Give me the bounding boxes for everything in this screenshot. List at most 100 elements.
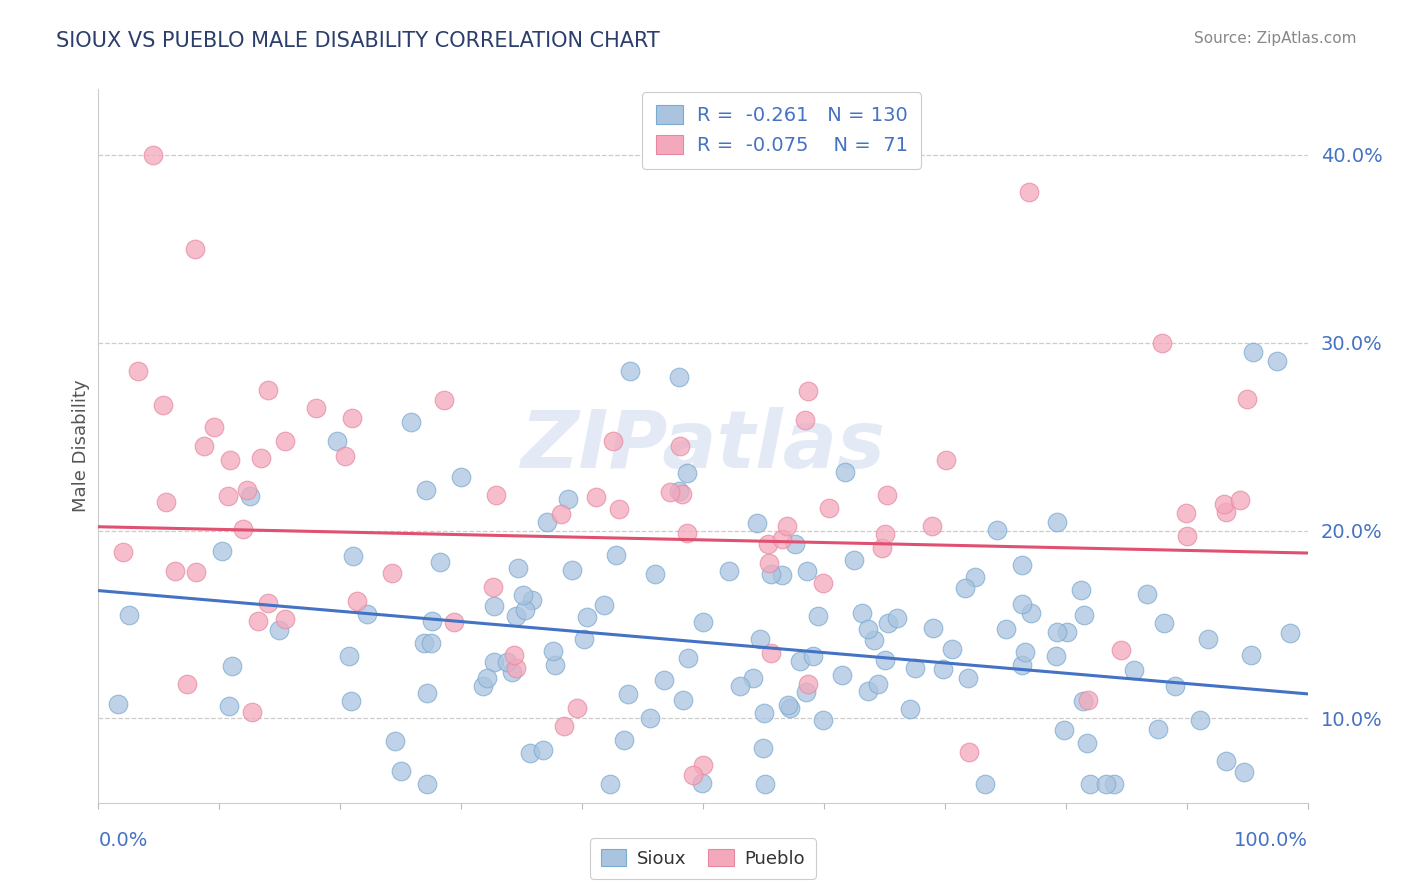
Point (184, 242, 207, 256)
Point (1019, 607, 1042, 621)
Point (831, 668, 853, 682)
Point (484, 488, 506, 502)
Point (873, 526, 896, 541)
Point (450, 469, 472, 483)
Point (797, 677, 820, 691)
Point (333, 450, 356, 464)
Point (420, 636, 443, 650)
Point (1175, 506, 1198, 520)
Point (796, 564, 818, 578)
Point (217, 489, 239, 503)
Point (617, 688, 640, 702)
Point (184, 565, 207, 579)
Point (433, 392, 456, 407)
Point (957, 745, 980, 759)
Point (536, 516, 558, 530)
Point (416, 686, 439, 700)
Point (801, 648, 824, 663)
Point (1122, 663, 1144, 677)
Point (676, 650, 699, 665)
Point (758, 556, 780, 570)
Point (342, 549, 364, 563)
Point (240, 705, 263, 719)
Point (477, 671, 499, 685)
Point (602, 434, 624, 448)
Point (236, 483, 259, 497)
Point (482, 655, 505, 669)
Point (770, 567, 793, 582)
Point (585, 490, 607, 504)
Point (728, 679, 751, 693)
Point (501, 665, 523, 679)
Point (142, 148, 165, 162)
Point (482, 580, 505, 594)
Point (232, 522, 254, 536)
Point (1153, 616, 1175, 631)
Point (995, 622, 1018, 636)
Point (870, 541, 893, 555)
Point (619, 364, 641, 378)
Point (1197, 632, 1219, 646)
Point (256, 383, 278, 397)
Point (505, 660, 527, 674)
Text: Source: ZipAtlas.com: Source: ZipAtlas.com (1194, 31, 1357, 46)
Point (605, 548, 627, 562)
Point (886, 611, 908, 625)
Point (783, 537, 806, 551)
Point (221, 659, 243, 673)
Point (1102, 777, 1125, 791)
Point (267, 623, 290, 637)
Text: 0.0%: 0.0% (98, 831, 148, 850)
Point (1045, 648, 1067, 663)
Point (692, 615, 714, 629)
Point (305, 401, 328, 416)
Point (1236, 392, 1258, 406)
Point (1095, 777, 1118, 791)
Point (531, 743, 554, 757)
Point (834, 466, 856, 480)
Point (1077, 693, 1099, 707)
Point (652, 673, 675, 688)
Point (1073, 607, 1095, 622)
Point (416, 777, 439, 791)
Point (561, 563, 583, 577)
Point (1164, 679, 1187, 693)
Point (668, 439, 690, 453)
Point (482, 599, 505, 614)
Point (1215, 504, 1237, 518)
Point (193, 439, 215, 453)
Point (779, 700, 801, 714)
Point (239, 489, 262, 503)
Point (575, 610, 598, 624)
Point (742, 671, 765, 685)
Text: 100.0%: 100.0% (1233, 831, 1308, 850)
Point (520, 593, 543, 607)
Point (340, 694, 363, 708)
Point (794, 684, 817, 698)
Point (953, 582, 976, 596)
Point (758, 537, 780, 551)
Point (759, 567, 782, 582)
Point (807, 608, 830, 623)
Point (789, 653, 811, 667)
Legend: R =  -0.261   N = 130, R =  -0.075    N =  71: R = -0.261 N = 130, R = -0.075 N = 71 (643, 92, 921, 169)
Point (932, 662, 955, 676)
Point (1011, 598, 1033, 612)
Point (690, 776, 713, 790)
Legend: Sioux, Pueblo: Sioux, Pueblo (591, 838, 815, 879)
Point (218, 699, 240, 714)
Point (875, 653, 897, 667)
Point (413, 636, 436, 650)
Point (1152, 335, 1174, 350)
Point (202, 420, 225, 434)
Point (811, 713, 834, 727)
Point (599, 777, 621, 791)
Point (356, 607, 378, 621)
Point (1011, 658, 1033, 673)
Point (1078, 777, 1101, 791)
Point (973, 777, 995, 791)
Point (754, 777, 776, 791)
Point (111, 545, 134, 559)
Point (176, 676, 198, 690)
Point (505, 608, 527, 623)
